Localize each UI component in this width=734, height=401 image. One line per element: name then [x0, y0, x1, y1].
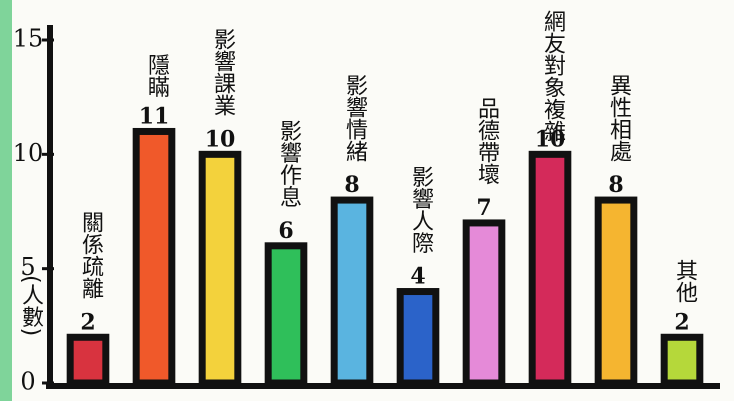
bar — [66, 333, 110, 387]
value-label: 6 — [278, 218, 293, 244]
bar — [594, 196, 638, 387]
bar — [330, 196, 374, 387]
value-label: 8 — [344, 172, 359, 198]
category-label: 品德帶壞 — [474, 97, 500, 185]
bar — [462, 219, 506, 387]
value-label: 8 — [608, 172, 623, 198]
bar — [528, 150, 572, 387]
value-label: 4 — [410, 264, 425, 290]
y-axis-label: (人數) — [18, 275, 44, 336]
value-label: 11 — [139, 103, 170, 129]
category-label: 關係疏離 — [78, 211, 104, 299]
bar — [396, 288, 440, 387]
y-tick-label: 0 — [20, 368, 35, 396]
bar — [660, 333, 704, 387]
value-label: 10 — [535, 126, 566, 152]
bar — [198, 150, 242, 387]
category-label: 影響情緒 — [342, 74, 368, 162]
paper-edge — [0, 0, 12, 401]
category-label: 其他 — [672, 259, 698, 303]
y-tick-label: 10 — [13, 139, 44, 167]
value-label: 2 — [80, 309, 95, 335]
category-label: 影響作息 — [276, 120, 302, 208]
category-label: 影響課業 — [210, 28, 236, 116]
bar — [264, 242, 308, 387]
value-label: 7 — [476, 195, 491, 221]
y-tick-label: 5 — [20, 253, 35, 281]
category-label: 隱瞞 — [144, 53, 169, 97]
category-label: 網友對象複雜 — [540, 10, 566, 142]
y-tick-label: 15 — [13, 25, 44, 53]
value-label: 10 — [205, 126, 236, 152]
bar — [132, 127, 176, 387]
category-label: 異性相處 — [606, 74, 632, 162]
category-label: 影響人際 — [408, 166, 434, 254]
value-label: 2 — [674, 309, 689, 335]
